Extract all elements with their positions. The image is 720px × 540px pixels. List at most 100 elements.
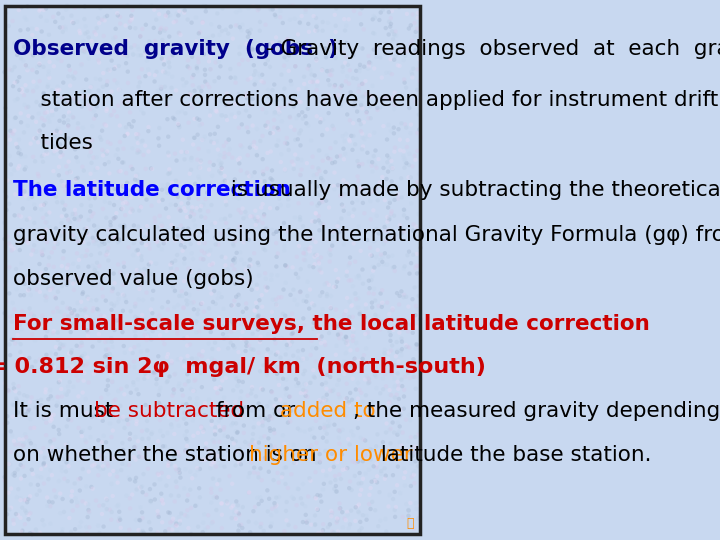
- Point: [140, 21, 152, 29]
- Point: [393, 3, 405, 11]
- Point: [96, 510, 108, 518]
- Point: [191, 204, 202, 212]
- Point: [253, 311, 264, 320]
- Point: [62, 456, 73, 464]
- Point: [13, 382, 24, 390]
- Point: [343, 440, 355, 449]
- Point: [86, 261, 98, 270]
- Point: [84, 86, 95, 95]
- Point: [315, 497, 327, 506]
- Point: [237, 377, 248, 386]
- Point: [263, 468, 274, 476]
- Point: [189, 179, 201, 188]
- Point: [369, 285, 380, 293]
- Point: [17, 190, 28, 198]
- Point: [137, 137, 148, 145]
- Point: [354, 386, 365, 394]
- Point: [138, 470, 149, 478]
- Point: [51, 99, 63, 108]
- Point: [401, 214, 413, 222]
- Point: [215, 169, 227, 178]
- Point: [143, 518, 155, 526]
- Point: [288, 495, 300, 503]
- Point: [291, 114, 302, 123]
- Point: [9, 305, 20, 314]
- Point: [318, 176, 329, 185]
- Point: [297, 222, 309, 231]
- Point: [185, 156, 197, 164]
- Point: [135, 453, 147, 461]
- Point: [58, 475, 70, 483]
- Point: [59, 276, 71, 285]
- Point: [235, 334, 247, 343]
- Point: [178, 81, 189, 90]
- Point: [381, 69, 392, 77]
- Point: [330, 487, 342, 496]
- Point: [166, 420, 177, 429]
- Point: [235, 320, 247, 329]
- Point: [137, 435, 148, 443]
- Point: [109, 317, 121, 326]
- Point: [215, 385, 227, 394]
- Point: [346, 507, 357, 515]
- Point: [130, 455, 142, 464]
- Point: [21, 103, 32, 112]
- Point: [117, 223, 129, 232]
- Point: [249, 414, 261, 422]
- Point: [161, 453, 173, 462]
- Point: [158, 239, 169, 248]
- Point: [281, 262, 292, 271]
- Point: [158, 56, 170, 65]
- Point: [287, 330, 299, 339]
- Point: [50, 17, 61, 26]
- Point: [194, 175, 205, 184]
- Point: [167, 113, 179, 122]
- Point: [382, 135, 393, 144]
- Point: [34, 77, 45, 85]
- Point: [328, 484, 340, 493]
- Point: [205, 20, 217, 29]
- Point: [271, 45, 282, 54]
- Point: [261, 224, 273, 232]
- Point: [122, 199, 133, 208]
- Point: [219, 177, 230, 185]
- Point: [320, 406, 332, 415]
- Point: [249, 168, 261, 177]
- Point: [396, 345, 408, 353]
- Point: [142, 363, 153, 372]
- Point: [176, 107, 187, 116]
- Point: [27, 278, 39, 287]
- Point: [165, 200, 176, 209]
- Point: [6, 128, 17, 137]
- Point: [246, 383, 258, 391]
- Point: [1, 510, 13, 518]
- Point: [383, 226, 395, 234]
- Point: [371, 44, 382, 52]
- Point: [347, 374, 359, 383]
- Point: [229, 314, 240, 323]
- Point: [321, 429, 333, 438]
- Point: [157, 431, 168, 440]
- Point: [79, 306, 91, 315]
- Point: [0, 242, 12, 251]
- Point: [383, 348, 395, 357]
- Point: [397, 512, 408, 521]
- Point: [415, 513, 427, 522]
- Point: [173, 11, 184, 20]
- Point: [59, 451, 71, 460]
- Point: [215, 165, 227, 173]
- Point: [107, 467, 119, 475]
- Point: [232, 382, 243, 390]
- Point: [163, 458, 174, 467]
- Point: [51, 304, 63, 313]
- Point: [338, 190, 350, 198]
- Point: [305, 66, 316, 75]
- Point: [265, 441, 276, 450]
- Point: [198, 426, 210, 434]
- Point: [156, 26, 167, 35]
- Point: [129, 443, 140, 451]
- Point: [34, 487, 45, 495]
- Point: [76, 46, 88, 55]
- Point: [220, 25, 232, 34]
- Point: [326, 509, 338, 517]
